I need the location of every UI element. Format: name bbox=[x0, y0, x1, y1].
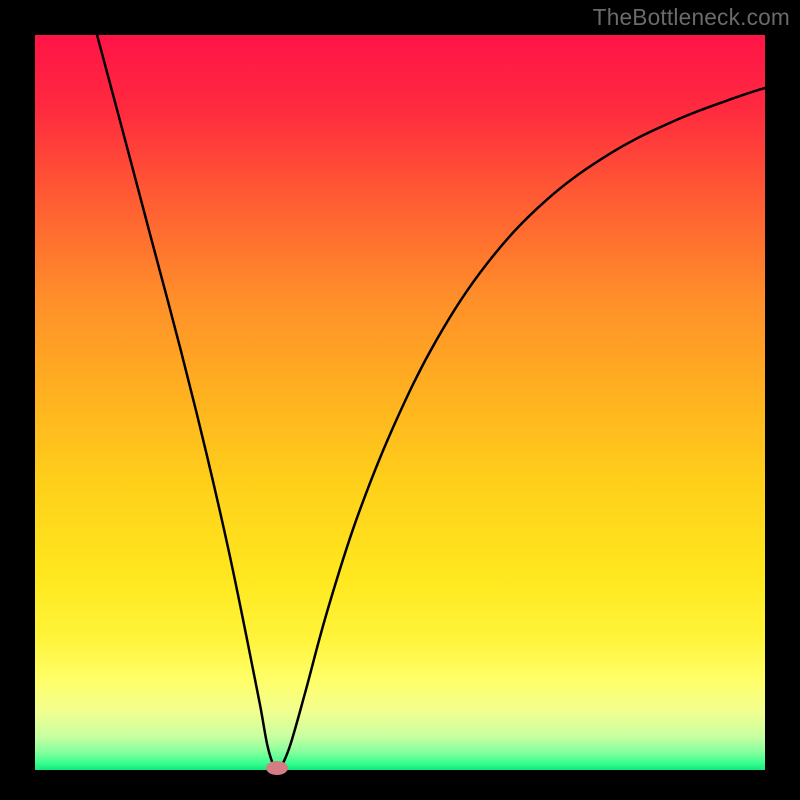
optimum-marker bbox=[266, 761, 288, 775]
plot-frame: TheBottleneck.com bbox=[0, 0, 800, 800]
curve-svg bbox=[35, 35, 765, 770]
plot-area bbox=[35, 35, 765, 770]
watermark-text: TheBottleneck.com bbox=[593, 4, 790, 31]
bottleneck-curve bbox=[97, 35, 765, 770]
